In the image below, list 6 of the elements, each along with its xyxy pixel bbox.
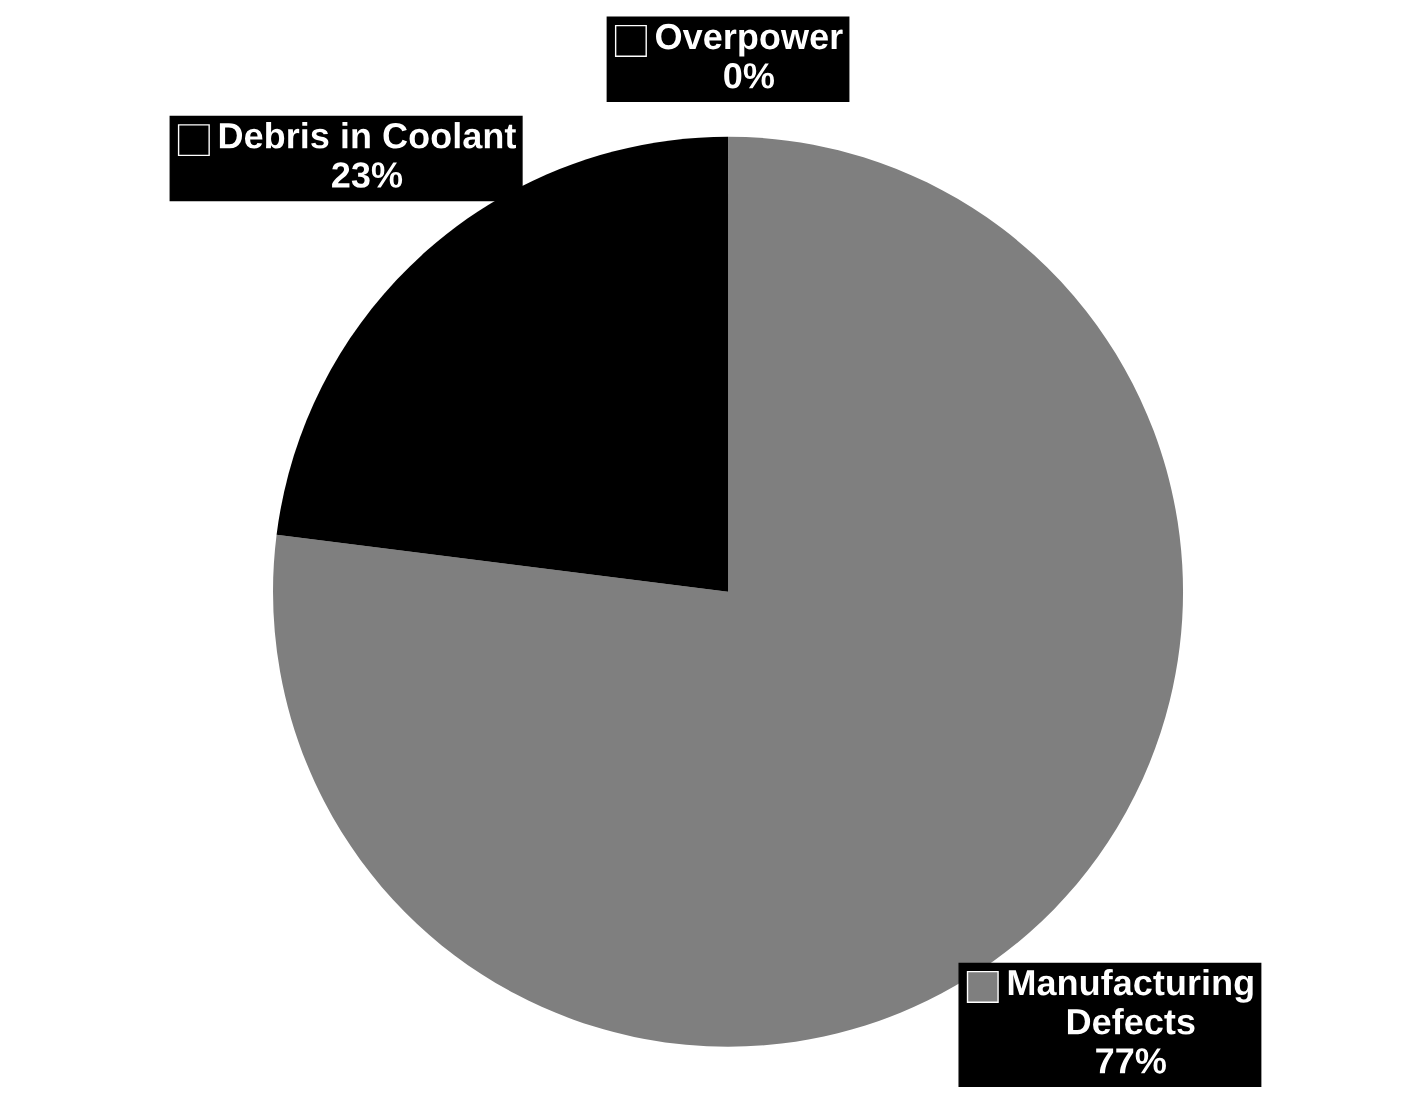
legend-label: Overpower <box>656 23 843 57</box>
legend-label: Manufacturing Defects <box>1008 968 1253 1035</box>
data-label: 77% <box>1096 1048 1166 1074</box>
text: 0% <box>724 63 774 89</box>
legend-label: Debris in Coolant <box>219 122 516 149</box>
data-label: 23% <box>332 162 403 188</box>
